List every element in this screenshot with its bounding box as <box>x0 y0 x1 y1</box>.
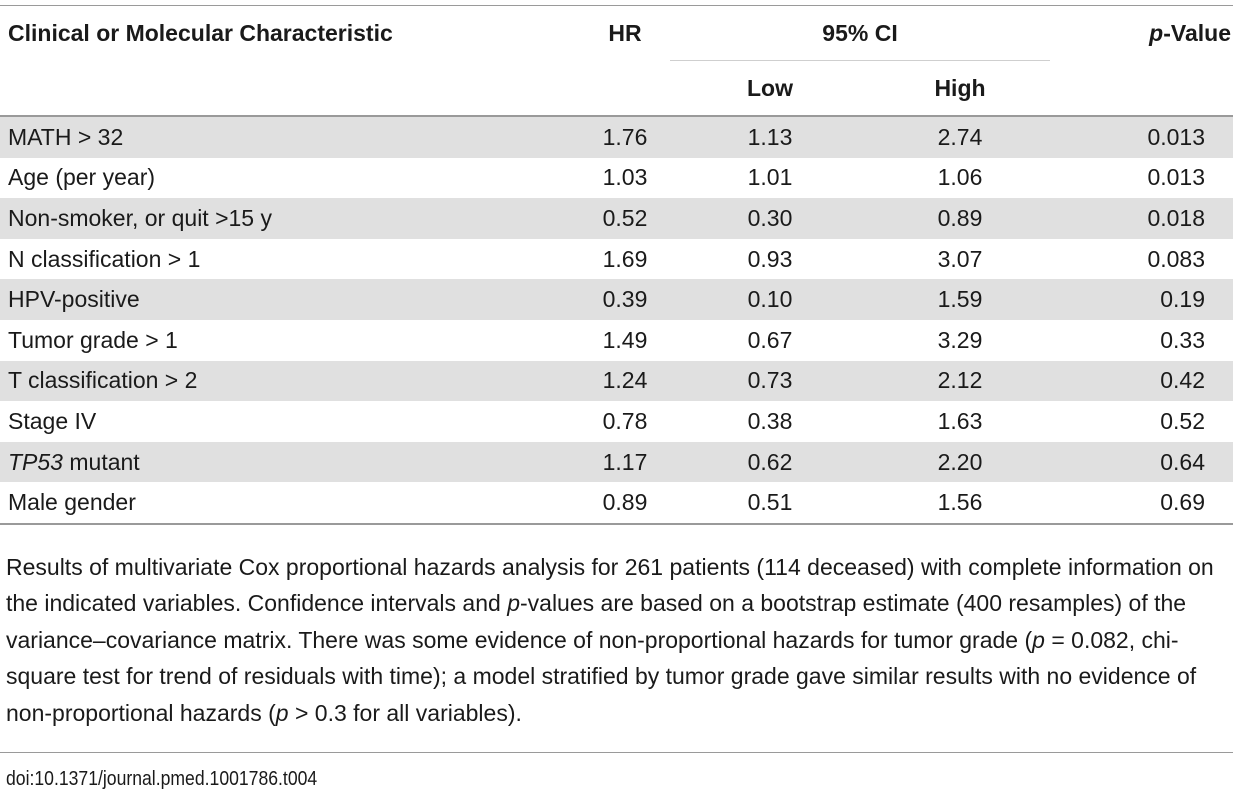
header-ci-low: Low <box>670 60 870 117</box>
cell-ci-high: 3.29 <box>937 326 983 353</box>
cell-characteristic: Stage IV <box>8 407 97 434</box>
caption-p-3: p <box>275 699 289 726</box>
cell-p-value: 0.42 <box>1050 360 1233 402</box>
cell-ci-low: 0.93 <box>747 245 793 272</box>
label-rest: mutant <box>62 448 140 475</box>
table-row: N classification > 1 1.69 0.93 3.07 0.083 <box>0 239 1233 280</box>
cell-ci-high: 1.56 <box>870 482 1050 525</box>
cell-ci-high: 2.74 <box>870 116 1050 158</box>
gene-name: TP53 <box>8 448 63 475</box>
cell-ci-low: 1.13 <box>670 116 870 158</box>
cell-characteristic: HPV-positive <box>0 279 520 320</box>
cell-p-value: 0.19 <box>1050 279 1233 320</box>
table-row: MATH > 32 1.76 1.13 2.74 0.013 <box>0 116 1233 158</box>
header-characteristic: Clinical or Molecular Characteristic <box>8 19 393 46</box>
cell-p-value: 0.018 <box>1050 198 1233 239</box>
cell-ci-low: 0.38 <box>747 407 793 434</box>
cell-hr: 1.03 <box>602 164 648 191</box>
table-row: Tumor grade > 1 1.49 0.67 3.29 0.33 <box>0 320 1233 361</box>
cell-ci-high: 2.20 <box>870 441 1050 483</box>
table-top-rule <box>0 5 1233 6</box>
cell-ci-low: 0.30 <box>670 198 870 239</box>
table-caption: Results of multivariate Cox proportional… <box>6 549 1231 731</box>
cell-hr: 1.24 <box>520 360 670 402</box>
caption-p-1: p <box>507 590 520 617</box>
cell-hr: 0.52 <box>520 198 670 239</box>
results-table: Clinical or Molecular Characteristic HR … <box>0 6 1233 525</box>
cell-hr: 1.17 <box>520 441 670 483</box>
cell-characteristic: Age (per year) <box>8 164 156 191</box>
cell-ci-low: 1.01 <box>747 164 793 191</box>
caption-bottom-rule <box>0 752 1233 753</box>
cell-p-value: 0.52 <box>1160 407 1205 434</box>
cell-ci-high: 1.06 <box>937 164 983 191</box>
table-row: Non-smoker, or quit >15 y 0.52 0.30 0.89 0.0… <box>0 198 1233 239</box>
table-row: HPV-positive 0.39 0.10 1.59 0.19 <box>0 279 1233 320</box>
cell-characteristic: TP53 mutant <box>0 441 520 483</box>
table-body: MATH > 32 1.76 1.13 2.74 0.013 Age (per year)… <box>0 116 1233 525</box>
cell-characteristic: Tumor grade > 1 <box>8 326 178 353</box>
header-p-italic: p <box>1149 19 1164 46</box>
caption-part-2: -values are based on a bootstrap estimat… <box>6 590 1187 653</box>
header-ci-high: High <box>870 60 1050 117</box>
doi-reference: doi:10.1371/journal.pmed.1001786.t004 <box>6 768 318 790</box>
cell-ci-low: 0.62 <box>670 441 870 483</box>
header-95-ci: 95% CI <box>670 6 1050 61</box>
header-hr: HR <box>608 19 642 46</box>
cell-hr: 1.76 <box>520 116 670 158</box>
cell-ci-high: 3.07 <box>937 245 983 272</box>
table-row: Age (per year) 1.03 1.01 1.06 0.013 <box>0 158 1233 199</box>
table-row: Male gender 0.89 0.51 1.56 0.69 <box>0 482 1233 525</box>
caption-p-2: p <box>1032 626 1045 653</box>
cell-p-value: 0.013 <box>1050 116 1233 158</box>
cell-ci-low: 0.10 <box>670 279 870 320</box>
cell-p-value: 0.64 <box>1050 441 1233 483</box>
cell-hr: 1.49 <box>602 326 648 353</box>
cell-ci-high: 2.12 <box>870 360 1050 402</box>
cell-ci-high: 1.63 <box>937 407 983 434</box>
cell-p-value: 0.083 <box>1147 245 1205 272</box>
header-p-rest: -Value <box>1163 19 1231 46</box>
caption-part-3: = 0.082, chi-square test for trend of re… <box>6 626 1197 726</box>
cell-characteristic: T classification > 2 <box>0 360 520 402</box>
cell-ci-low: 0.51 <box>670 482 870 525</box>
table-row: T classification > 2 1.24 0.73 2.12 0.42 <box>0 360 1233 402</box>
cell-ci-low: 0.67 <box>747 326 793 353</box>
caption-part-1: Results of multivariate Cox proportional… <box>6 554 1214 617</box>
cell-characteristic: MATH > 32 <box>0 116 520 158</box>
cell-characteristic: Non-smoker, or quit >15 y <box>0 198 520 239</box>
cell-p-value: 0.33 <box>1160 326 1205 353</box>
cell-ci-low: 0.73 <box>670 360 870 402</box>
cell-characteristic: N classification > 1 <box>8 245 201 272</box>
cell-hr: 0.39 <box>520 279 670 320</box>
cell-characteristic: Male gender <box>0 482 520 525</box>
header-p-value: p-Value <box>1050 6 1233 61</box>
caption-part-4: > 0.3 for all variables). <box>288 699 522 726</box>
table-row: TP53 mutant 1.17 0.62 2.20 0.64 <box>0 441 1233 483</box>
cell-p-value: 0.013 <box>1147 164 1205 191</box>
cell-hr: 1.69 <box>602 245 648 272</box>
cell-hr: 0.78 <box>602 407 648 434</box>
cell-p-value: 0.69 <box>1050 482 1233 525</box>
cell-ci-high: 1.59 <box>870 279 1050 320</box>
table-row: Stage IV 0.78 0.38 1.63 0.52 <box>0 401 1233 442</box>
cell-hr: 0.89 <box>520 482 670 525</box>
cell-ci-high: 0.89 <box>870 198 1050 239</box>
